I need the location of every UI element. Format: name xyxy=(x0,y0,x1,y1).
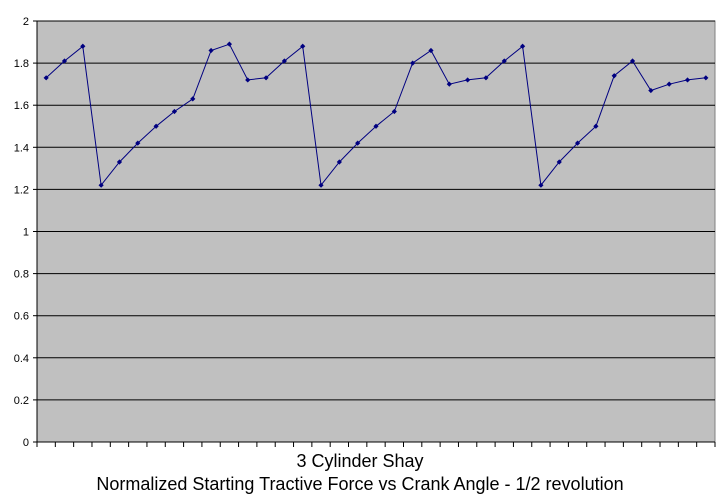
data-point-marker xyxy=(135,140,141,146)
data-point-marker xyxy=(98,182,104,188)
y-tick-label: 1.8 xyxy=(14,58,29,70)
data-point-marker xyxy=(226,41,233,47)
y-tick-label: 0.2 xyxy=(14,395,29,407)
y-tick-label: 2 xyxy=(23,16,29,28)
data-point-marker xyxy=(281,58,287,64)
data-point-marker xyxy=(703,75,709,81)
data-point-marker xyxy=(410,60,416,66)
data-point-marker xyxy=(465,77,471,83)
data-point-marker xyxy=(648,87,654,94)
y-tick-label: 1.4 xyxy=(14,142,29,154)
data-point-marker xyxy=(355,140,361,146)
data-point-marker xyxy=(574,140,581,146)
data-point-marker xyxy=(446,81,452,87)
data-point-marker xyxy=(593,123,599,129)
y-tick-label: 0 xyxy=(23,437,29,449)
x-axis-ticks xyxy=(36,442,716,447)
data-point-marker xyxy=(538,182,544,188)
data-point-marker xyxy=(80,43,86,49)
data-point-marker xyxy=(483,75,489,81)
data-point-marker xyxy=(373,123,379,129)
chart-title: 3 Cylinder Shay xyxy=(296,451,424,471)
data-point-marker xyxy=(300,43,306,49)
y-tick-label: 0.8 xyxy=(14,269,29,281)
y-tick-label: 1.2 xyxy=(14,184,29,196)
series-markers xyxy=(43,41,709,188)
data-point-marker xyxy=(556,159,562,165)
data-point-marker xyxy=(391,108,397,115)
data-point-marker xyxy=(190,96,196,102)
data-point-marker xyxy=(611,73,617,79)
y-tick-label: 1 xyxy=(23,227,29,239)
data-point-marker xyxy=(43,75,49,81)
gridlines xyxy=(37,20,715,401)
data-point-marker xyxy=(629,58,636,64)
data-point-marker xyxy=(318,182,324,188)
data-point-marker xyxy=(153,123,159,129)
data-point-marker xyxy=(684,77,691,83)
y-tick-label: 0.6 xyxy=(14,311,29,323)
data-point-marker xyxy=(666,81,672,87)
data-point-marker xyxy=(208,47,214,54)
data-point-marker xyxy=(519,43,526,49)
y-tick-label: 1.6 xyxy=(14,100,29,112)
data-point-marker xyxy=(501,58,507,64)
y-tick-label: 0.4 xyxy=(14,353,29,365)
data-point-marker xyxy=(245,77,251,83)
data-point-marker xyxy=(171,108,178,115)
y-axis-tick-labels: 0 0.2 0.4 0.6 0.8 1 1.2 1.4 1.6 1.8 2 xyxy=(14,16,37,449)
data-point-marker xyxy=(428,47,434,54)
data-point-marker xyxy=(263,75,269,81)
chart-subtitle: Normalized Starting Tractive Force vs Cr… xyxy=(96,474,624,494)
data-point-marker xyxy=(336,159,342,165)
data-point-marker xyxy=(61,58,68,64)
data-point-marker xyxy=(116,159,123,165)
chart: 0 0.2 0.4 0.6 0.8 1 1.2 1.4 1.6 1.8 2 xyxy=(14,16,716,449)
